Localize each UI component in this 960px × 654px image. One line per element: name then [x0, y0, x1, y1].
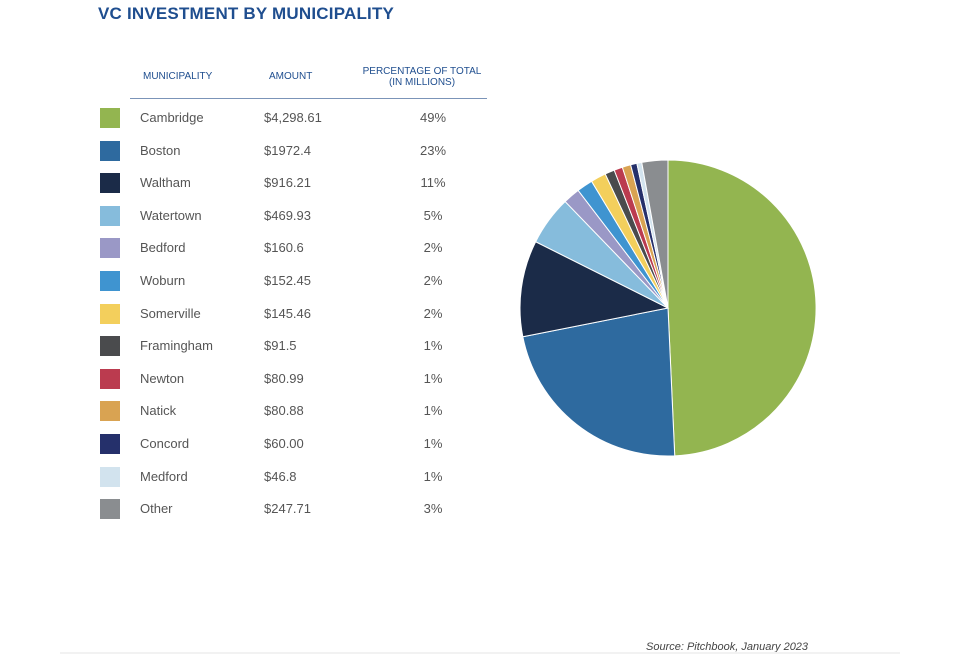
- percentage-value: 2%: [423, 272, 443, 288]
- legend-swatch: [100, 336, 120, 357]
- percentage-value: 5%: [423, 207, 443, 223]
- amount-value: $80.88: [264, 403, 304, 419]
- percentage-value: 2%: [423, 305, 443, 321]
- amount-value: $160.6: [264, 240, 304, 256]
- percentage-value: 3%: [423, 501, 443, 517]
- amount-value: $4,298.61: [264, 110, 322, 125]
- amount-value: $91.5: [264, 338, 297, 354]
- divider: [60, 652, 900, 654]
- amount-value: $916.21: [264, 175, 311, 191]
- pie-slice-cambridge: [667, 159, 817, 457]
- table-header: MUNICIPALITY AMOUNT PERCENTAGE OF TOTAL …: [130, 64, 487, 99]
- municipality-name: Watertown: [140, 207, 202, 223]
- legend-swatch: [100, 368, 120, 389]
- municipality-name: Natick: [140, 403, 177, 419]
- legend-swatch: [100, 270, 120, 291]
- percentage-value: 1%: [423, 468, 443, 484]
- amount-value: $469.93: [264, 207, 311, 223]
- chart-title: VC INVESTMENT BY MUNICIPALITY: [98, 4, 395, 23]
- percentage-value: 1%: [423, 403, 443, 419]
- amount-value: $1972.4: [264, 142, 311, 158]
- source-note: Source: Pitchbook, January 2023: [646, 641, 809, 653]
- pie-chart: [519, 159, 817, 457]
- legend-swatch: [100, 108, 120, 128]
- municipality-name: Cambridge: [140, 110, 204, 125]
- municipality-name: Concord: [140, 435, 190, 451]
- percentage-value: 1%: [423, 370, 443, 386]
- municipality-name: Other: [140, 501, 173, 517]
- percentage-value: 2%: [423, 240, 443, 256]
- amount-value: $247.71: [264, 501, 311, 517]
- amount-value: $145.46: [264, 305, 311, 321]
- municipality-name: Boston: [140, 142, 181, 158]
- legend-swatch: [100, 238, 120, 259]
- amount-value: $46.8: [264, 468, 297, 484]
- percentage-value: 23%: [419, 142, 447, 158]
- legend-swatch: [100, 140, 120, 161]
- percentage-value: 11%: [420, 175, 446, 191]
- municipality-name: Bedford: [140, 240, 186, 256]
- legend-swatch: [100, 173, 120, 194]
- percentage-value: 1%: [423, 435, 443, 451]
- amount-value: $60.00: [264, 435, 304, 451]
- municipality-name: Woburn: [140, 272, 186, 288]
- municipality-name: Somerville: [140, 305, 201, 321]
- pie-slice-waltham: [519, 241, 670, 338]
- legend-swatch: [100, 499, 120, 520]
- amount-value: $152.45: [264, 272, 311, 288]
- header-amount: AMOUNT: [269, 71, 313, 82]
- header-percentage-line1: PERCENTAGE OF TOTAL: [362, 66, 482, 77]
- pie-slice-boston: [522, 307, 676, 457]
- header-percentage: PERCENTAGE OF TOTAL (IN MILLIONS): [352, 66, 492, 88]
- legend-swatch: [100, 401, 120, 422]
- header-municipality: MUNICIPALITY: [143, 71, 213, 82]
- amount-value: $80.99: [264, 370, 304, 386]
- municipality-name: Newton: [140, 370, 185, 386]
- legend-swatch: [100, 466, 120, 487]
- municipality-name: Framingham: [140, 338, 213, 354]
- legend-swatch: [100, 433, 120, 454]
- percentage-value: 49%: [419, 110, 447, 125]
- pie-slice-other: [641, 159, 669, 309]
- percentage-value: 1%: [423, 338, 443, 354]
- header-percentage-line2: (IN MILLIONS): [388, 77, 456, 88]
- legend-swatch: [100, 205, 120, 226]
- municipality-name: Waltham: [140, 175, 191, 191]
- municipality-name: Medford: [140, 468, 188, 484]
- legend-swatch: [100, 303, 120, 324]
